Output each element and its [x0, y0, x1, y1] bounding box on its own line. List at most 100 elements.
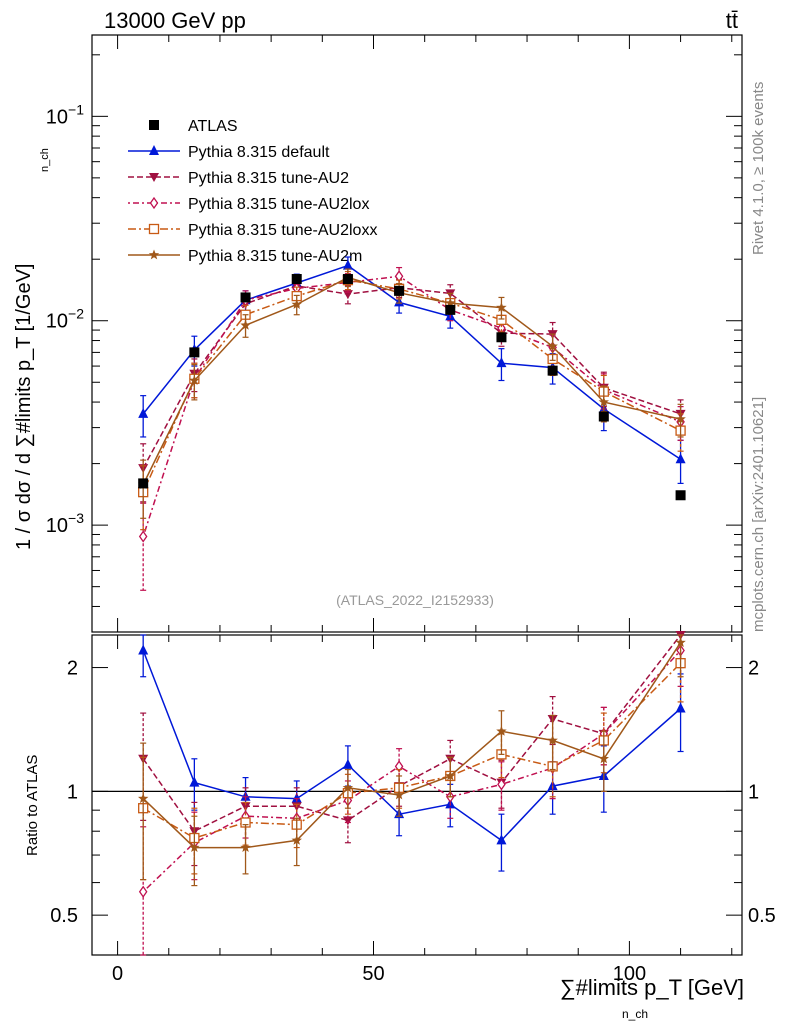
ratio-point — [291, 792, 302, 803]
axis-ticks: 0 50 100 10−3 10−2 10−1 0.5 0.5 1 1 2 2 — [46, 35, 776, 985]
ratio-point — [240, 802, 251, 812]
analysis-label: (ATLAS_2022_I2152933) — [336, 592, 494, 608]
ratio-point — [675, 702, 686, 713]
y-axis-title-main: 1 / σ dσ / d ∑#limits p_T [1/GeV] — [13, 264, 35, 550]
legend-label: ATLAS — [188, 118, 238, 135]
series-2 — [138, 266, 685, 591]
data-point — [189, 375, 200, 385]
series-line — [142, 285, 681, 469]
atlas-data-point — [598, 411, 609, 422]
x-axis-title: ∑#limits p_T [GeV] — [560, 975, 744, 1000]
x-tick-label: 50 — [362, 963, 384, 985]
data-point — [445, 297, 456, 308]
atlas-data-point — [240, 292, 251, 303]
y-tick-label-ratio: 1 — [67, 781, 78, 803]
series-line — [142, 276, 681, 485]
ratio-point — [393, 789, 405, 800]
ratio-axis-title: Ratio to ATLAS — [24, 755, 41, 856]
legend: ATLAS Pythia 8.315 default Pythia 8.315 tu… — [128, 118, 377, 265]
ratio-point — [291, 834, 302, 845]
legend-entry: Pythia 8.315 tune-AU2loxx — [128, 222, 377, 239]
ratio-series-4 — [138, 634, 686, 887]
ratio-point — [445, 770, 456, 781]
legend-marker — [149, 196, 159, 210]
ratio-point — [342, 782, 354, 793]
legend-label: Pythia 8.315 tune-AU2lox — [188, 196, 369, 213]
ratio-point — [547, 734, 558, 745]
y-axis-title-text: 1 / σ dσ / d ∑#limits p_T [1/GeV] — [13, 264, 35, 550]
ratio-line — [142, 634, 682, 833]
main-series-layer — [138, 256, 686, 591]
data-point — [496, 302, 507, 312]
ratio-point — [675, 637, 686, 648]
ratio-point — [138, 793, 149, 804]
legend-entry: ATLAS — [149, 118, 238, 135]
ratio-point — [138, 644, 149, 655]
ratio-point — [240, 842, 251, 852]
ratio-point — [342, 758, 353, 769]
ratio-point — [189, 776, 200, 787]
atlas-data-point — [291, 274, 302, 285]
data-point — [598, 396, 609, 407]
ratio-series-2 — [138, 634, 685, 956]
atlas-data-point — [547, 365, 558, 376]
legend-entry: Pythia 8.315 default — [128, 144, 330, 161]
atlas-data-point — [675, 490, 686, 501]
legend-marker — [149, 120, 159, 130]
data-point — [675, 453, 686, 464]
legend-label: Pythia 8.315 tune-AU2loxx — [188, 222, 377, 239]
legend-entry: Pythia 8.315 tune-AU2 — [128, 170, 349, 187]
series-line — [142, 279, 681, 493]
y-tick-label-ratio: 2 — [67, 658, 78, 680]
ratio-point — [497, 778, 506, 791]
series-0 — [138, 256, 686, 485]
data-point — [342, 259, 353, 270]
data-point — [240, 319, 251, 330]
ratio-point — [189, 842, 200, 852]
atlas-data-point — [394, 285, 405, 296]
y-tick-label-ratio: 0.5 — [50, 905, 78, 927]
legend-entry: Pythia 8.315 tune-AU2m — [128, 248, 362, 265]
y-tick-label-ratio-right: 0.5 — [748, 905, 776, 927]
data-point — [138, 530, 148, 543]
data-point — [496, 357, 507, 368]
ratio-line — [142, 649, 682, 893]
series-atlas — [138, 274, 686, 501]
rivet-label: Rivet 4.1.0, ≥ 100k events — [750, 82, 767, 255]
energy-label: 13000 GeV pp — [104, 8, 246, 33]
data-point — [547, 340, 558, 351]
y-tick-label-main: 10−1 — [46, 101, 84, 128]
ratio-point — [342, 816, 353, 826]
ratio-point — [138, 885, 148, 898]
legend-label: Pythia 8.315 default — [188, 144, 330, 161]
x-axis-title-sub: n_ch — [622, 1007, 648, 1021]
atlas-data-point — [189, 347, 200, 358]
legend-entry: Pythia 8.315 tune-AU2lox — [128, 196, 369, 213]
ratio-point — [496, 834, 507, 845]
main-plot-frame — [91, 34, 743, 633]
data-point — [675, 413, 686, 424]
mcplots-label: mcplots.cern.ch [arXiv:2401.10621] — [750, 397, 767, 632]
atlas-data-point — [138, 478, 149, 489]
y-axis-title-sub: n_ch — [39, 148, 51, 172]
ratio-plot-frame — [91, 634, 743, 956]
data-point — [138, 407, 149, 418]
legend-label: Pythia 8.315 tune-AU2m — [188, 248, 362, 265]
ratio-point — [547, 780, 558, 791]
y-tick-label-main: 10−2 — [46, 306, 84, 333]
y-tick-label-main: 10−3 — [46, 510, 84, 537]
y-tick-label-ratio-right: 1 — [748, 781, 759, 803]
x-tick-label: 100 — [613, 963, 646, 985]
legend-marker — [149, 145, 159, 155]
ratio-point — [598, 753, 609, 764]
legend-marker — [148, 223, 160, 235]
data-point — [291, 299, 302, 309]
ratio-series-layer — [138, 631, 686, 956]
y-tick-label-ratio-right: 2 — [748, 658, 759, 680]
process-label: tt̄ — [726, 8, 738, 33]
atlas-data-point — [445, 304, 456, 315]
legend-marker — [149, 173, 159, 182]
legend-label: Pythia 8.315 tune-AU2 — [188, 170, 349, 187]
atlas-data-point — [496, 332, 507, 343]
